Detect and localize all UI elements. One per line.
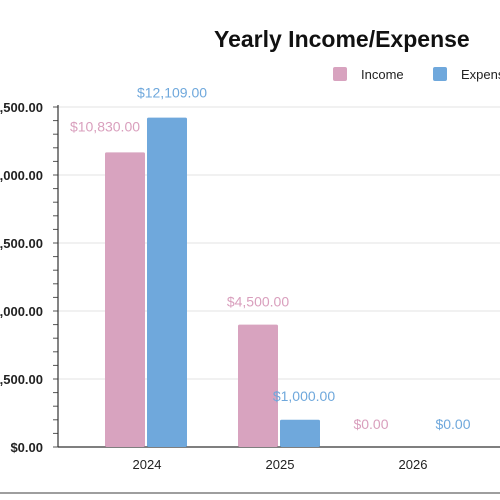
data-label-income: $4,500.00 bbox=[227, 294, 289, 310]
data-label-expense: $12,109.00 bbox=[137, 85, 207, 101]
bar-income-2024 bbox=[105, 152, 145, 447]
data-label-income: $10,830.00 bbox=[70, 118, 140, 134]
bottom-divider bbox=[0, 492, 500, 494]
data-label-income: $0.00 bbox=[353, 416, 388, 432]
y-tick-label: $12,500.00 bbox=[0, 100, 43, 115]
legend-label-income: Income bbox=[361, 67, 404, 82]
y-tick-label: $10,000.00 bbox=[0, 168, 43, 183]
data-label-expense: $1,000.00 bbox=[273, 388, 335, 404]
y-tick-label: $2,500.00 bbox=[0, 372, 43, 387]
legend-label-expense: Expense bbox=[461, 67, 500, 82]
x-tick-label: 2026 bbox=[399, 457, 428, 472]
y-tick-label: $0.00 bbox=[10, 440, 43, 455]
legend-swatch-income bbox=[333, 67, 347, 81]
legend-swatch-expense bbox=[433, 67, 447, 81]
bar-expense-2025 bbox=[280, 419, 320, 447]
y-tick-label: $5,000.00 bbox=[0, 304, 43, 319]
data-label-expense: $0.00 bbox=[435, 416, 470, 432]
y-tick-label: $7,500.00 bbox=[0, 236, 43, 251]
bar-expense-2024 bbox=[147, 117, 187, 448]
x-tick-label: 2024 bbox=[133, 457, 162, 472]
x-tick-label: 2025 bbox=[266, 457, 295, 472]
bar-income-2025 bbox=[238, 324, 278, 447]
chart-title: Yearly Income/Expense bbox=[214, 26, 470, 52]
